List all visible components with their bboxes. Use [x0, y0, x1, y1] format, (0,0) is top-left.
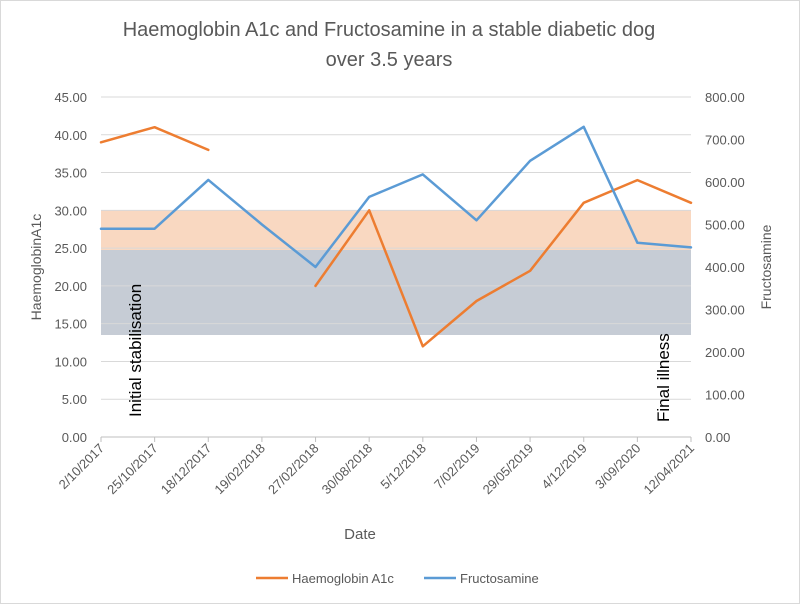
x-tick-label: 5/12/2018: [377, 441, 429, 493]
y2-tick-label: 400.00: [705, 260, 745, 275]
legend: Haemoglobin A1c Fructosamine: [256, 571, 539, 586]
y-tick-label: 0.00: [62, 430, 87, 445]
y-tick-label: 25.00: [54, 241, 87, 256]
annotation-initial-stabilisation: Initial stabilisation: [126, 284, 145, 417]
x-tick-label: 12/04/2021: [640, 441, 697, 498]
x-tick-label: 29/05/2019: [480, 441, 537, 498]
y2-axis-label: Fructosamine: [758, 224, 774, 309]
x-tick-label: 2/10/2017: [56, 441, 108, 493]
y2-tick-label: 600.00: [705, 175, 745, 190]
x-axis-label: Date: [344, 526, 376, 543]
annotation-final-illness: Final illness: [654, 333, 673, 422]
y2-tick-label: 700.00: [705, 133, 745, 148]
y2-tick-label: 300.00: [705, 303, 745, 318]
x-tick-label: 25/10/2017: [104, 441, 161, 498]
y-tick-label: 5.00: [62, 392, 87, 407]
x-tick-label: 30/08/2018: [319, 441, 376, 498]
fructosamine-line: [99, 125, 693, 269]
x-tick-label: 4/12/2019: [538, 441, 590, 493]
y-axis-label: HaemoglobinA1c: [28, 214, 44, 321]
axes: [100, 436, 692, 442]
y2-tick-label: 100.00: [705, 388, 745, 403]
gridlines: [101, 96, 691, 400]
x-tick-label: 27/02/2018: [265, 441, 322, 498]
series-lines: [99, 125, 693, 348]
x-tick-label: 3/09/2020: [592, 441, 644, 493]
chart-title-line-2: over 3.5 years: [326, 49, 453, 71]
chart-title-line-1: Haemoglobin A1c and Fructosamine in a st…: [123, 19, 656, 41]
haemoglobin-line: [99, 125, 210, 152]
x-tick-label: 19/02/2018: [211, 441, 268, 498]
y-tick-label: 20.00: [54, 279, 87, 294]
y-tick-label: 15.00: [54, 317, 87, 332]
x-tick-label: 18/12/2017: [158, 441, 215, 498]
y-tick-label: 30.00: [54, 203, 87, 218]
y-tick-label: 10.00: [54, 354, 87, 369]
y-tick-label: 40.00: [54, 128, 87, 143]
legend-label-fructosamine: Fructosamine: [460, 571, 539, 586]
y-tick-label: 35.00: [54, 166, 87, 181]
legend-label-haemoglobin: Haemoglobin A1c: [292, 571, 394, 586]
reference-bands: [101, 210, 691, 335]
x-tick-label: 7/02/2019: [431, 441, 483, 493]
haemoglobin-line: [314, 178, 693, 348]
y-tick-label: 45.00: [54, 90, 87, 105]
y2-tick-label: 200.00: [705, 345, 745, 360]
fructosamine-reference-band: [101, 250, 691, 335]
y2-tick-label: 0.00: [705, 430, 730, 445]
y2-tick-label: 800.00: [705, 90, 745, 105]
y2-tick-label: 500.00: [705, 218, 745, 233]
